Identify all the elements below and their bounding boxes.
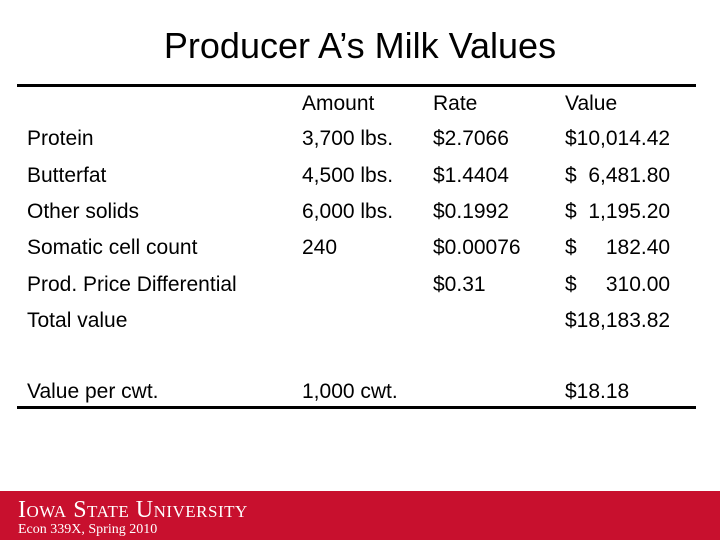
row-amount: 6,000 lbs. [302,200,394,223]
header-value: Value [565,92,618,115]
row-label: Protein [27,127,94,150]
row-amount: 1,000 cwt. [302,380,398,403]
header-amount: Amount [302,92,375,115]
row-amount: 3,700 lbs. [302,127,394,150]
university-logo: Iowa State University [18,497,248,523]
table-bottom-rule [17,406,696,409]
row-rate: $0.00076 [433,236,521,259]
row-value: $ 6,481.80 [565,164,671,187]
table-top-rule [17,84,696,87]
row-amount: 4,500 lbs. [302,164,394,187]
row-label: Other solids [27,200,140,223]
row-rate: $0.31 [433,273,486,296]
row-rate: $0.1992 [433,200,509,223]
row-amount: 240 [302,236,338,259]
course-label: Econ 339X, Spring 2010 [18,522,158,537]
row-label: Value per cwt. [27,380,159,403]
header-rate: Rate [433,92,478,115]
row-label: Prod. Price Differential [27,273,237,296]
row-label: Total value [27,309,128,332]
row-label: Somatic cell count [27,236,198,259]
row-value: $18.18 [565,380,630,403]
row-rate: $1.4404 [433,164,509,187]
row-value: $18,183.82 [565,309,671,332]
row-value: $ 1,195.20 [565,200,671,223]
row-value: $10,014.42 [565,127,671,150]
row-rate: $2.7066 [433,127,509,150]
row-label: Butterfat [27,164,107,187]
row-value: $ 182.40 [565,236,671,259]
footer-bar: Iowa State University Econ 339X, Spring … [0,491,720,540]
slide-title: Producer A’s Milk Values [163,25,557,66]
row-value: $ 310.00 [565,273,671,296]
